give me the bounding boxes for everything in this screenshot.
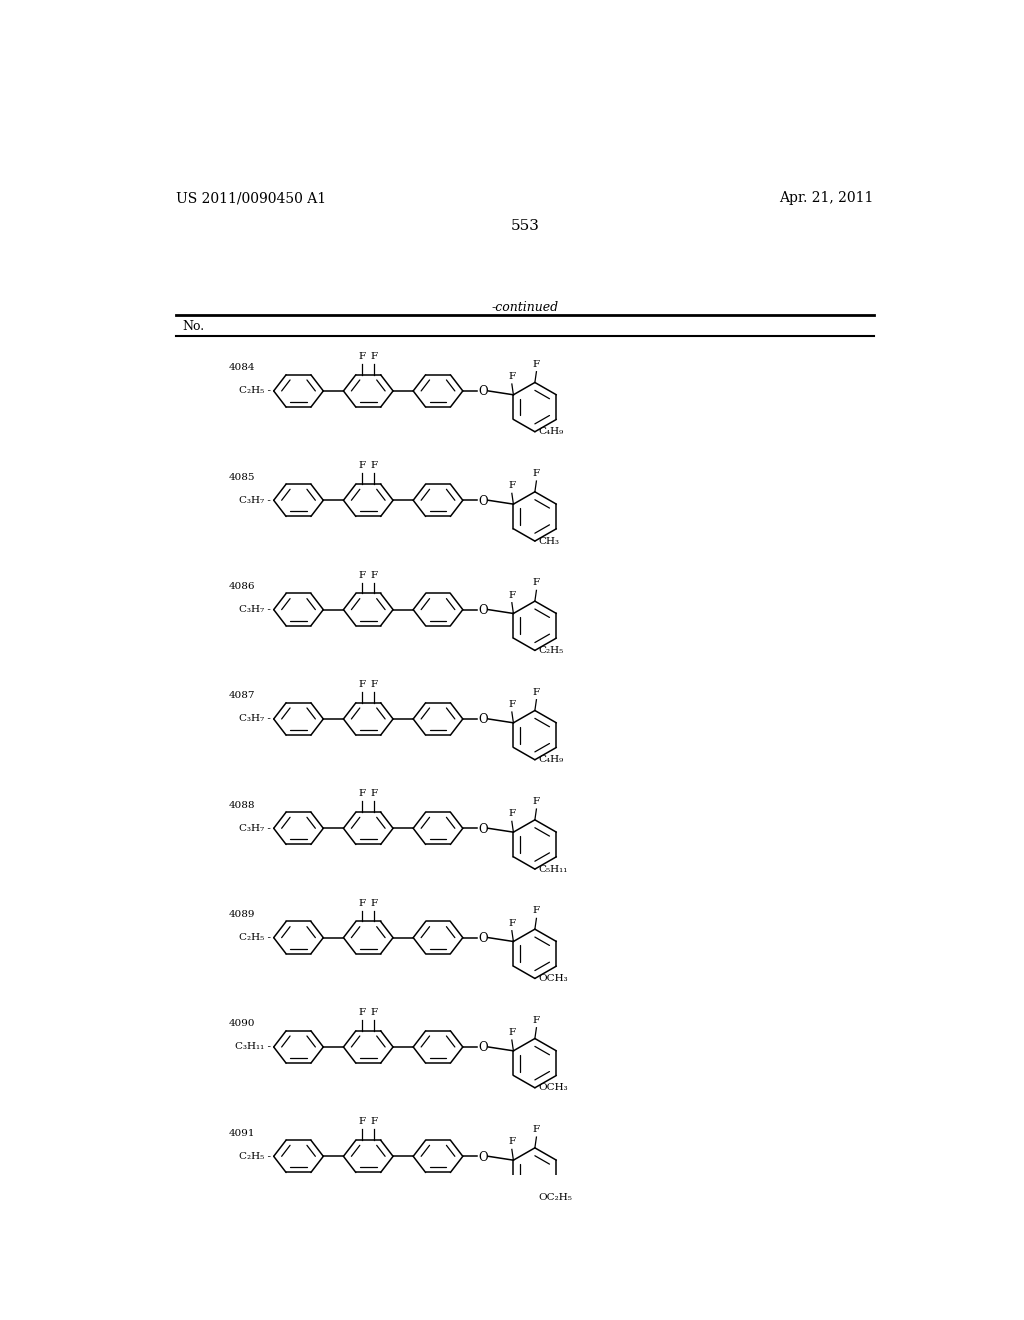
Text: 4084: 4084 — [228, 363, 255, 372]
Text: C₃H₇ -: C₃H₇ - — [239, 496, 270, 504]
Text: F: F — [371, 1008, 378, 1016]
Text: 4090: 4090 — [228, 1019, 255, 1028]
Text: O: O — [478, 932, 487, 945]
Text: F: F — [371, 789, 378, 799]
Text: O: O — [478, 1151, 487, 1164]
Text: F: F — [532, 1125, 540, 1134]
Text: C₄H₉: C₄H₉ — [538, 428, 563, 436]
Text: F: F — [358, 352, 366, 360]
Text: F: F — [532, 469, 540, 478]
Text: F: F — [508, 700, 515, 709]
Text: F: F — [508, 809, 515, 818]
Text: F: F — [371, 461, 378, 470]
Text: F: F — [508, 919, 515, 928]
Text: -continued: -continued — [492, 301, 558, 314]
Text: OC₂H₅: OC₂H₅ — [538, 1193, 571, 1201]
Text: C₂H₅ -: C₂H₅ - — [239, 387, 270, 396]
Text: C₂H₅: C₂H₅ — [538, 645, 563, 655]
Text: F: F — [371, 680, 378, 689]
Text: F: F — [508, 372, 515, 381]
Text: F: F — [358, 461, 366, 470]
Text: F: F — [371, 570, 378, 579]
Text: F: F — [508, 590, 515, 599]
Text: F: F — [358, 570, 366, 579]
Text: O: O — [478, 603, 487, 616]
Text: O: O — [478, 495, 487, 508]
Text: C₄H₉: C₄H₉ — [538, 755, 563, 764]
Text: F: F — [358, 1008, 366, 1016]
Text: F: F — [508, 1028, 515, 1038]
Text: F: F — [371, 352, 378, 360]
Text: F: F — [532, 1015, 540, 1024]
Text: C₂H₅ -: C₂H₅ - — [239, 933, 270, 942]
Text: 4091: 4091 — [228, 1129, 255, 1138]
Text: O: O — [478, 1041, 487, 1055]
Text: US 2011/0090450 A1: US 2011/0090450 A1 — [176, 191, 327, 206]
Text: O: O — [478, 713, 487, 726]
Text: Apr. 21, 2011: Apr. 21, 2011 — [779, 191, 873, 206]
Text: 4087: 4087 — [228, 692, 255, 701]
Text: F: F — [532, 359, 540, 368]
Text: C₂H₅ -: C₂H₅ - — [239, 1152, 270, 1160]
Text: O: O — [478, 385, 487, 399]
Text: F: F — [532, 797, 540, 807]
Text: 4089: 4089 — [228, 909, 255, 919]
Text: F: F — [532, 907, 540, 915]
Text: F: F — [358, 789, 366, 799]
Text: CH₃: CH₃ — [538, 537, 559, 545]
Text: C₃H₇ -: C₃H₇ - — [239, 824, 270, 833]
Text: C₃H₇ -: C₃H₇ - — [239, 714, 270, 723]
Text: F: F — [358, 899, 366, 908]
Text: 4085: 4085 — [228, 473, 255, 482]
Text: F: F — [371, 1117, 378, 1126]
Text: OCH₃: OCH₃ — [538, 974, 567, 983]
Text: F: F — [508, 1138, 515, 1146]
Text: 4088: 4088 — [228, 801, 255, 809]
Text: C₃H₇ -: C₃H₇ - — [239, 605, 270, 614]
Text: F: F — [508, 482, 515, 490]
Text: 4086: 4086 — [228, 582, 255, 591]
Text: O: O — [478, 822, 487, 836]
Text: C₅H₁₁: C₅H₁₁ — [538, 865, 567, 874]
Text: F: F — [358, 680, 366, 689]
Text: F: F — [358, 1117, 366, 1126]
Text: F: F — [532, 578, 540, 587]
Text: OCH₃: OCH₃ — [538, 1084, 567, 1092]
Text: C₃H₁₁ -: C₃H₁₁ - — [234, 1043, 270, 1052]
Text: F: F — [371, 899, 378, 908]
Text: 553: 553 — [510, 219, 540, 234]
Text: F: F — [532, 688, 540, 697]
Text: No.: No. — [182, 319, 205, 333]
